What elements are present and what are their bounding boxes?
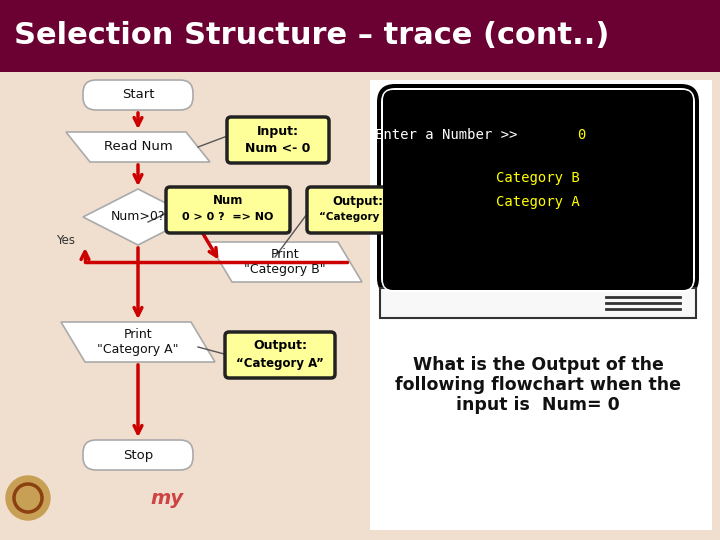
Text: Yes: Yes [56,233,75,246]
Text: 0 > 0 ?  => NO: 0 > 0 ? => NO [182,212,274,222]
Bar [8,80,366,530]
Text: Start: Start [122,89,154,102]
Text: “Category A”: “Category A” [236,356,324,369]
Polygon shape [66,132,210,162]
Polygon shape [83,189,193,245]
FancyBboxPatch shape [83,80,193,110]
Polygon shape [208,242,362,282]
Text: Num: Num [213,194,243,207]
FancyBboxPatch shape [83,440,193,470]
Circle shape [23,493,33,503]
Text: Selection Structure – trace (cont..): Selection Structure – trace (cont..) [14,22,609,51]
Text: Enter a Number >>: Enter a Number >> [375,128,526,142]
Text: “Category B”: “Category B” [318,212,397,222]
Text: No: No [199,197,215,210]
Text: 0: 0 [577,128,586,142]
Text: Num <- 0: Num <- 0 [246,141,311,154]
Text: Category A: Category A [496,195,580,209]
FancyBboxPatch shape [377,84,699,296]
Bar [380,288,696,318]
Text: Print: Print [271,248,300,261]
FancyBboxPatch shape [383,90,693,290]
Text: Output:: Output: [333,194,384,207]
Bar [0,0,720,72]
Text: Category B: Category B [496,171,580,185]
Text: my: my [150,489,183,508]
Bar [370,80,712,530]
Text: What is the Output of the: What is the Output of the [413,356,663,374]
Text: input is  Num= 0: input is Num= 0 [456,396,620,414]
Text: "Category B": "Category B" [244,264,326,276]
Text: Read Num: Read Num [104,140,172,153]
Text: following flowchart when the: following flowchart when the [395,376,681,394]
FancyBboxPatch shape [381,88,695,292]
FancyBboxPatch shape [227,117,329,163]
FancyBboxPatch shape [166,187,290,233]
FancyBboxPatch shape [307,187,409,233]
Circle shape [6,476,50,520]
Text: Stop: Stop [123,449,153,462]
Text: Num>0?: Num>0? [111,211,166,224]
Text: Output:: Output: [253,340,307,353]
Text: "Category A": "Category A" [97,343,179,356]
Text: Print: Print [124,328,153,341]
Polygon shape [61,322,215,362]
FancyBboxPatch shape [225,332,335,378]
Text: Input:: Input: [257,125,299,138]
